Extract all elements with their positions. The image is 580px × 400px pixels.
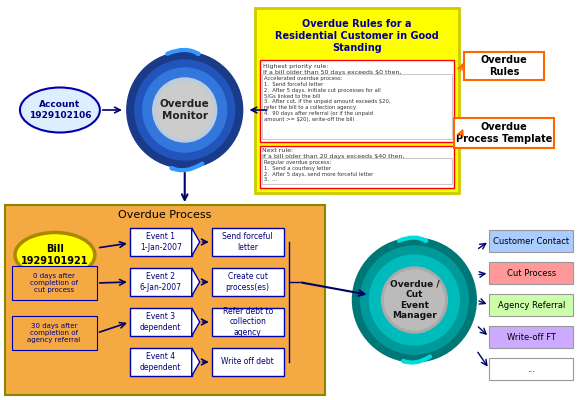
FancyBboxPatch shape	[260, 60, 454, 142]
Polygon shape	[192, 228, 200, 256]
Circle shape	[157, 82, 213, 138]
Text: Highest priority rule:
If a bill older than 50 days exceeds $0 then,: Highest priority rule: If a bill older t…	[263, 64, 401, 75]
FancyBboxPatch shape	[465, 52, 544, 80]
Text: Overdue
Process Template: Overdue Process Template	[456, 122, 552, 144]
FancyArrowPatch shape	[403, 356, 430, 363]
Text: Customer Contact: Customer Contact	[493, 236, 570, 246]
FancyBboxPatch shape	[490, 230, 573, 252]
FancyBboxPatch shape	[212, 308, 284, 336]
Polygon shape	[192, 348, 200, 376]
Text: Create cut
process(es): Create cut process(es)	[226, 272, 270, 292]
FancyBboxPatch shape	[130, 308, 192, 336]
FancyBboxPatch shape	[5, 205, 325, 395]
Text: Regular overdue process:
1.  Send a courtesy letter
2.  After 5 days, send more : Regular overdue process: 1. Send a court…	[263, 160, 373, 182]
Text: Overdue Process: Overdue Process	[118, 210, 212, 220]
FancyBboxPatch shape	[262, 158, 452, 184]
FancyArrowPatch shape	[167, 50, 198, 54]
Text: 30 days after
completion of
agency referral: 30 days after completion of agency refer…	[27, 323, 81, 343]
Circle shape	[369, 255, 459, 345]
Circle shape	[382, 267, 447, 333]
Circle shape	[360, 246, 468, 354]
Text: Event 1
1-Jan-2007: Event 1 1-Jan-2007	[140, 232, 182, 252]
Text: Overdue
Monitor: Overdue Monitor	[160, 99, 209, 121]
FancyBboxPatch shape	[12, 316, 97, 350]
FancyBboxPatch shape	[130, 228, 192, 256]
Text: Event 2
6-Jan-2007: Event 2 6-Jan-2007	[140, 272, 182, 292]
Polygon shape	[192, 268, 200, 296]
Circle shape	[143, 68, 227, 152]
Circle shape	[353, 238, 476, 362]
Circle shape	[127, 52, 242, 168]
FancyBboxPatch shape	[260, 146, 454, 188]
Text: ...: ...	[527, 364, 535, 374]
FancyBboxPatch shape	[490, 262, 573, 284]
Polygon shape	[192, 308, 200, 336]
Text: Event 3
dependent: Event 3 dependent	[140, 312, 182, 332]
Text: Overdue Rules for a
Residential Customer in Good
Standing: Overdue Rules for a Residential Customer…	[275, 19, 439, 53]
Circle shape	[385, 270, 444, 330]
FancyBboxPatch shape	[262, 74, 452, 139]
FancyBboxPatch shape	[130, 348, 192, 376]
FancyBboxPatch shape	[212, 228, 284, 256]
FancyBboxPatch shape	[12, 266, 97, 300]
Text: Agency Referral: Agency Referral	[498, 300, 565, 310]
FancyArrowPatch shape	[399, 238, 426, 241]
Text: Event 4
dependent: Event 4 dependent	[140, 352, 182, 372]
Circle shape	[135, 60, 235, 160]
Text: Refer debt to
collection
agency: Refer debt to collection agency	[223, 307, 273, 337]
FancyBboxPatch shape	[130, 268, 192, 296]
Text: Account
1929102106: Account 1929102106	[28, 100, 91, 120]
FancyBboxPatch shape	[212, 348, 284, 376]
Text: Write-off FT: Write-off FT	[507, 332, 556, 342]
Ellipse shape	[15, 232, 95, 278]
Text: Send forceful
letter: Send forceful letter	[222, 232, 273, 252]
Text: Next rule:
If a bill older than 20 days exceeds $40 then,: Next rule: If a bill older than 20 days …	[262, 148, 404, 159]
FancyArrowPatch shape	[172, 164, 202, 170]
FancyBboxPatch shape	[454, 118, 554, 148]
Text: Cut Process: Cut Process	[506, 268, 556, 278]
FancyBboxPatch shape	[490, 358, 573, 380]
FancyBboxPatch shape	[212, 268, 284, 296]
Text: Overdue
Rules: Overdue Rules	[481, 55, 528, 77]
Text: 0 days after
completion of
cut process: 0 days after completion of cut process	[30, 273, 78, 293]
FancyBboxPatch shape	[490, 294, 573, 316]
FancyBboxPatch shape	[255, 8, 459, 193]
FancyBboxPatch shape	[490, 326, 573, 348]
Text: Accelerated overdue process:
1.  Send forceful letter
2.  After 5 days, initiate: Accelerated overdue process: 1. Send for…	[263, 76, 390, 122]
Circle shape	[153, 78, 217, 142]
Text: Write off debt: Write off debt	[221, 358, 274, 366]
Text: Overdue /
Cut
Event
Manager: Overdue / Cut Event Manager	[390, 280, 439, 320]
Ellipse shape	[20, 88, 100, 132]
Text: Bill
1929101921: Bill 1929101921	[21, 244, 89, 266]
